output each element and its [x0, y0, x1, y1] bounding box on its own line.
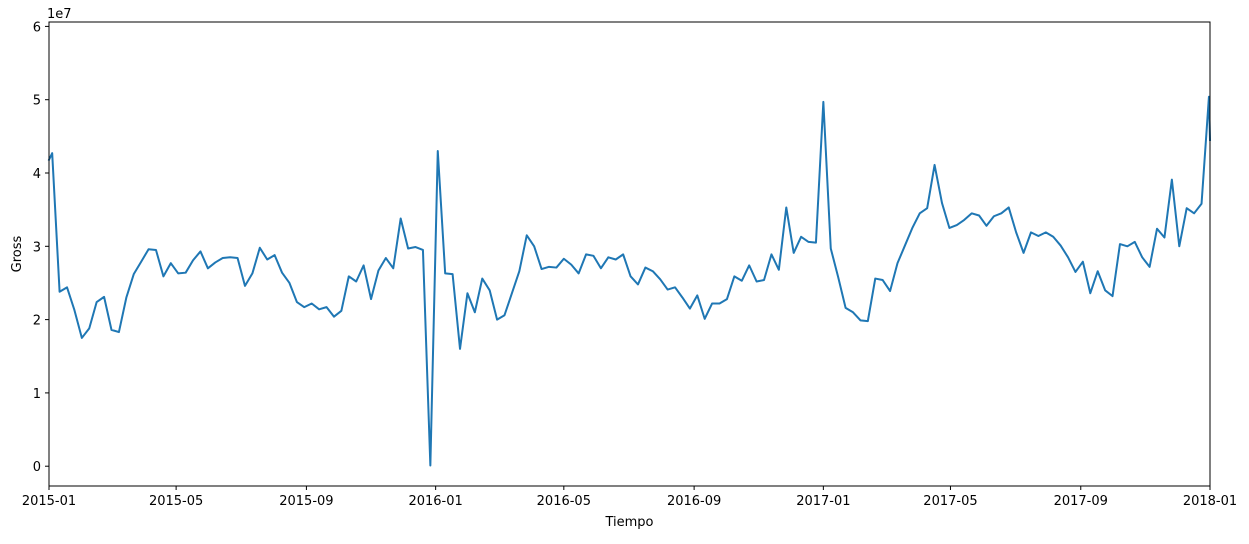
- y-tick-label: 3: [33, 240, 41, 255]
- x-tick-label: 2017-09: [1054, 494, 1108, 509]
- y-tick-label: 6: [33, 20, 41, 35]
- series-line: [47, 95, 1212, 467]
- x-tick-label: 2016-01: [408, 494, 462, 509]
- x-tick-label: 2015-09: [279, 494, 333, 509]
- x-tick-label: 2015-05: [149, 494, 203, 509]
- x-tick-label: 2017-01: [796, 494, 850, 509]
- y-tick-label: 5: [33, 94, 41, 109]
- x-tick-label: 2018-01: [1183, 494, 1237, 509]
- x-tick-label: 2015-01: [22, 494, 76, 509]
- x-axis-label: Tiempo: [604, 515, 653, 530]
- y-tick-label: 4: [33, 167, 41, 182]
- y-axis-label: Gross: [10, 235, 25, 272]
- y-axis-offset-text: 1e7: [47, 7, 72, 22]
- x-tick-label: 2017-05: [923, 494, 977, 509]
- plot-frame: [48, 21, 1211, 487]
- y-axis-ticks: 0 1 2 3 4 5 6: [33, 20, 49, 475]
- y-tick-label: 0: [33, 460, 41, 475]
- x-tick-label: 2016-09: [667, 494, 721, 509]
- y-tick-label: 2: [33, 314, 41, 329]
- x-tick-label: 2016-05: [537, 494, 591, 509]
- x-axis-ticks: 2015-01 2015-05 2015-09 2016-01 2016-05 2016-…: [22, 486, 1237, 509]
- y-tick-label: 1: [33, 387, 41, 402]
